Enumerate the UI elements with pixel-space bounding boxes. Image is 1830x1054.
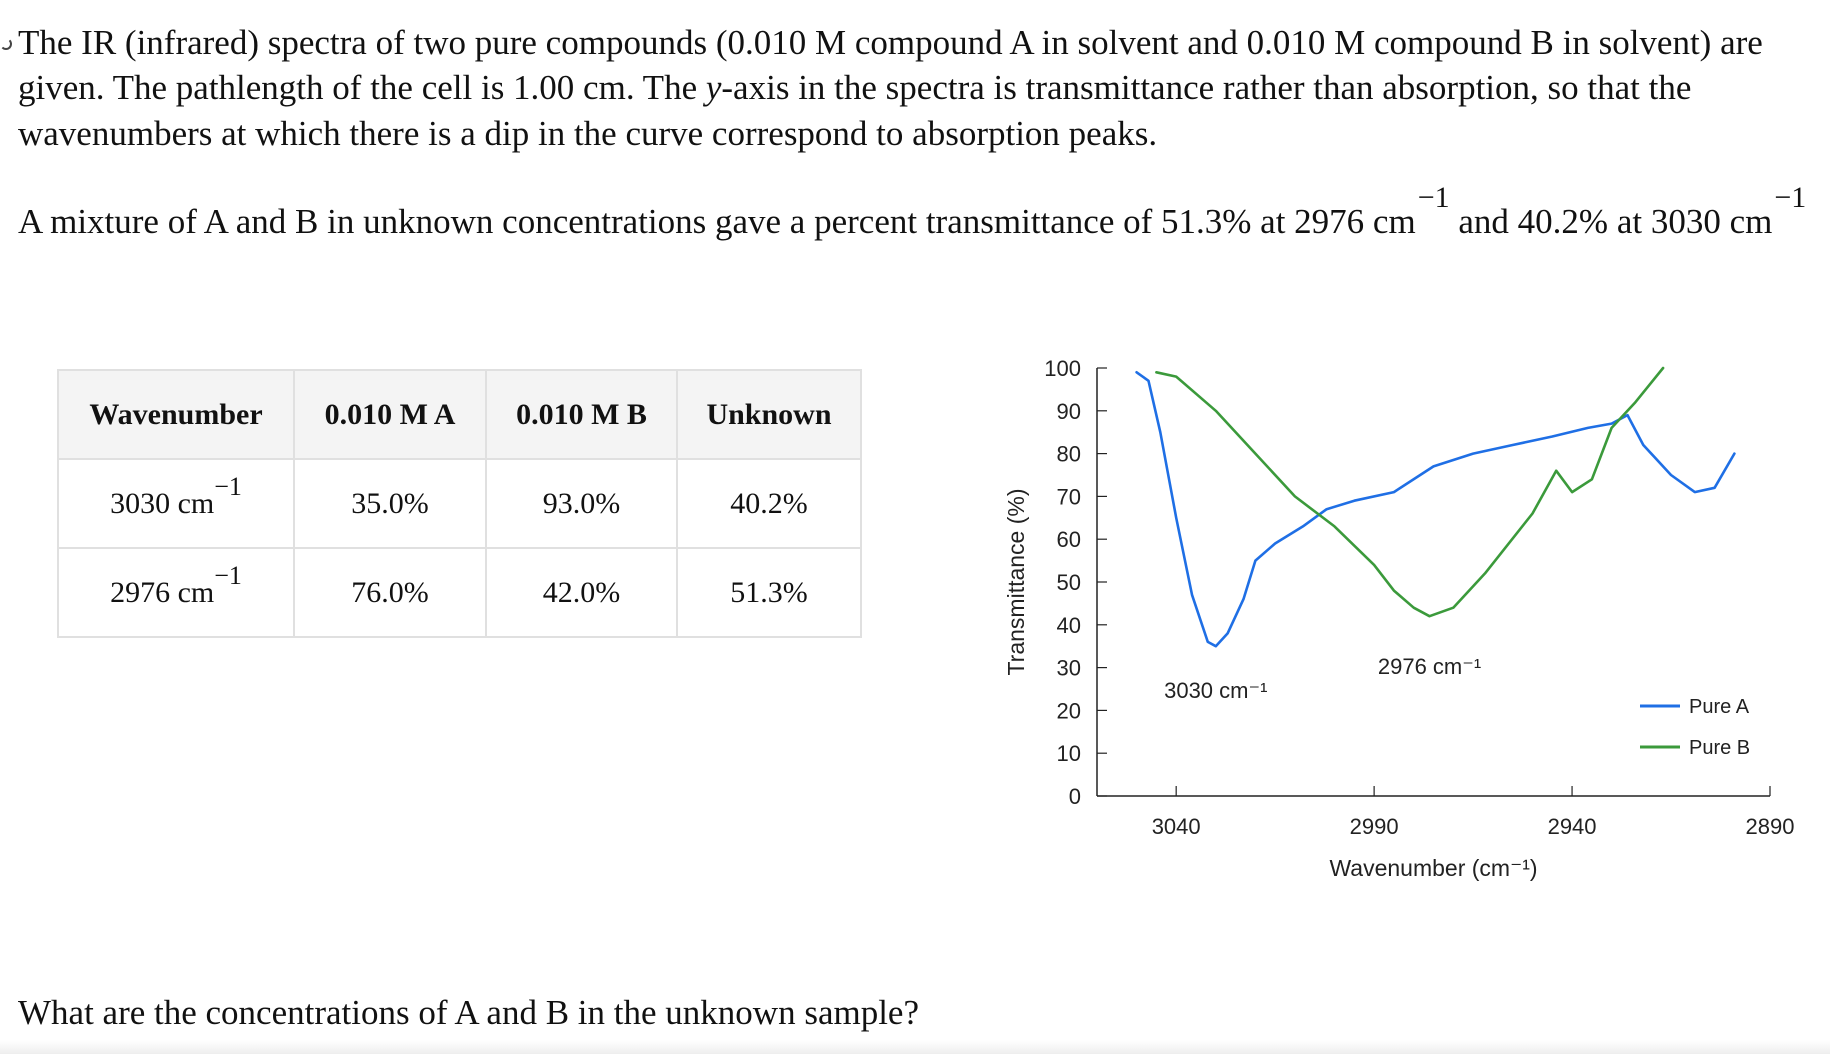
mixture-statement: A mixture of A and B in unknown concentr… <box>18 181 1807 241</box>
legend-label: Pure A <box>1689 696 1750 718</box>
y-tick-label: 90 <box>1057 399 1081 424</box>
y-tick-label: 50 <box>1057 570 1081 595</box>
x-tick-label: 2940 <box>1548 814 1597 839</box>
y-tick-label: 30 <box>1057 656 1081 681</box>
y-tick-label: 70 <box>1057 484 1081 509</box>
cell-b: 42.0% <box>485 547 678 638</box>
intro-line-3: wavenumbers at which there is a dip in t… <box>18 114 1158 153</box>
table-row: 2976 cm−1 76.0% 42.0% 51.3% <box>57 547 862 638</box>
cell-unknown: 51.3% <box>676 547 862 638</box>
x-tick-label: 2890 <box>1746 814 1795 839</box>
header-b: 0.010 M B <box>485 369 678 460</box>
header-a: 0.010 M A <box>293 369 487 460</box>
y-tick-label: 100 <box>1044 356 1081 381</box>
y-tick-label: 40 <box>1057 613 1081 638</box>
cell-a: 35.0% <box>293 458 487 549</box>
y-axis-label: Transmittance (%) <box>1003 488 1029 675</box>
question-text: What are the concentrations of A and B i… <box>18 993 919 1032</box>
legend-label: Pure B <box>1689 737 1750 759</box>
table-header-row: Wavenumber 0.010 M A 0.010 M B Unknown <box>57 369 862 460</box>
cell-wavenumber: 3030 cm−1 <box>57 458 295 549</box>
y-tick-label: 80 <box>1057 442 1081 467</box>
x-tick-label: 3040 <box>1152 814 1201 839</box>
y-tick-label: 20 <box>1057 698 1081 723</box>
bullet-marker <box>0 38 12 50</box>
x-axis-label: Wavenumber (cm⁻¹) <box>1329 855 1537 881</box>
bottom-divider <box>0 1040 1830 1054</box>
spectra-data-table: Wavenumber 0.010 M A 0.010 M B Unknown 3… <box>57 369 862 638</box>
y-tick-label: 60 <box>1057 527 1081 552</box>
peak-annotation-3030: 3030 cm⁻¹ <box>1164 678 1267 703</box>
cell-b: 93.0% <box>485 458 678 549</box>
y-tick-label: 0 <box>1069 784 1081 809</box>
intro-line-2: given. The pathlength of the cell is 1.0… <box>18 68 1692 107</box>
intro-line-1: The IR (infrared) spectra of two pure co… <box>18 23 1763 62</box>
y-tick-label: 10 <box>1057 741 1081 766</box>
cell-a: 76.0% <box>293 547 487 638</box>
peak-annotation-2976: 2976 cm⁻¹ <box>1378 654 1481 679</box>
cell-wavenumber: 2976 cm−1 <box>57 547 295 638</box>
cell-unknown: 40.2% <box>676 458 862 549</box>
x-tick-label: 2990 <box>1350 814 1399 839</box>
table-row: 3030 cm−1 35.0% 93.0% 40.2% <box>57 458 862 549</box>
series-line-pure-a <box>1135 370 1736 648</box>
header-wavenumber: Wavenumber <box>57 369 295 460</box>
header-unknown: Unknown <box>676 369 862 460</box>
series-line-pure-b <box>1155 366 1665 618</box>
